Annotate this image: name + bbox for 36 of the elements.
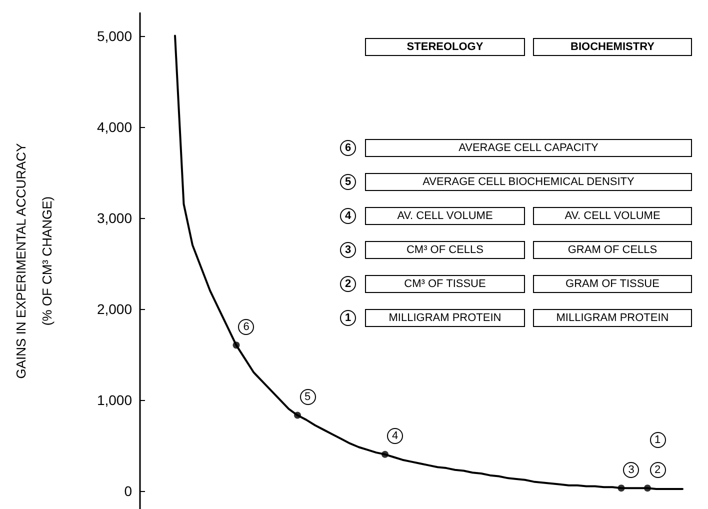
point	[644, 484, 651, 492]
point	[232, 342, 240, 349]
label-box: MILLIGRAM PROTEIN	[365, 309, 525, 327]
label-box: MILLIGRAM PROTEIN	[533, 309, 692, 327]
circled-number: 4	[340, 208, 356, 224]
label-box: AVERAGE CELL BIOCHEMICAL DENSITY	[365, 173, 692, 191]
y-tick-label: 3,000	[96, 210, 132, 226]
circled-number: 2	[340, 276, 356, 292]
circled-number: 3	[623, 462, 640, 478]
label-box: CM³ OF CELLS	[365, 241, 525, 259]
y-tick-label: 4,000	[96, 118, 132, 135]
y-axis-title: GAINS IN EXPERIMENTAL ACCURACY (% OF CM³ CHANGE)	[14, 142, 54, 379]
y-tick-label: 5,000	[96, 28, 132, 44]
label-box: AV. CELL VOLUME	[365, 207, 525, 225]
circled-number: 6	[238, 319, 254, 336]
circled-number: 1	[340, 310, 356, 326]
point	[618, 484, 625, 492]
circled-number: 1	[650, 432, 666, 448]
y-tick-label: 1,000	[96, 392, 132, 408]
circled-number: 5	[340, 174, 356, 190]
circled-number: 3	[340, 242, 356, 258]
label-box: AV. CELL VOLUME	[533, 207, 692, 225]
header-box: STEREOLOGY	[365, 38, 525, 56]
circled-number: 4	[387, 428, 403, 444]
point	[294, 412, 301, 419]
label-box: GRAM OF CELLS	[533, 241, 692, 259]
header-box: BIOCHEMISTRY	[533, 38, 692, 56]
circled-number: 2	[650, 462, 666, 478]
circled-number: 6	[340, 140, 356, 156]
circled-number: 5	[300, 389, 316, 406]
y-tick-label: 0	[124, 482, 132, 499]
label-box: AVERAGE CELL CAPACITY	[365, 139, 692, 157]
label-box: GRAM OF TISSUE	[533, 275, 692, 293]
y-tick-label: 2,000	[96, 300, 132, 317]
label-box: CM³ OF TISSUE	[365, 275, 525, 293]
point	[382, 450, 388, 458]
